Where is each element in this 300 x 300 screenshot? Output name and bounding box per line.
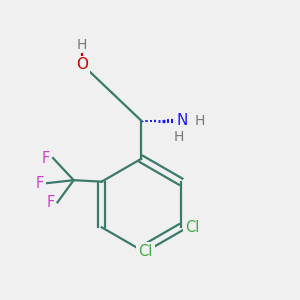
Text: F: F xyxy=(36,176,44,190)
Text: Cl: Cl xyxy=(134,244,148,259)
Text: O: O xyxy=(76,57,88,72)
Text: H: H xyxy=(77,38,88,52)
Text: Cl: Cl xyxy=(184,220,198,235)
Text: F: F xyxy=(46,195,55,210)
Text: F: F xyxy=(42,151,50,166)
Text: Cl: Cl xyxy=(185,220,200,235)
Text: H: H xyxy=(173,130,184,144)
Text: N: N xyxy=(176,113,188,128)
Text: Cl: Cl xyxy=(138,244,153,259)
Text: H: H xyxy=(194,114,205,128)
